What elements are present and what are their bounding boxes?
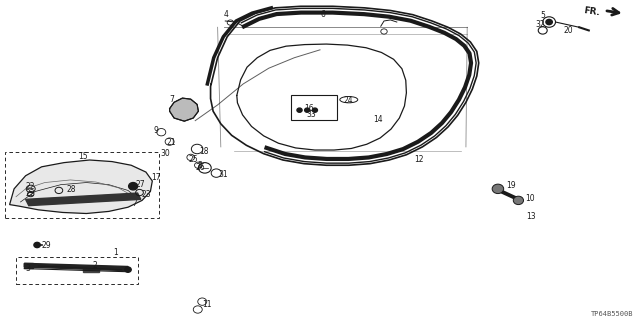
Text: 26: 26 <box>195 164 205 172</box>
Text: 24: 24 <box>344 96 354 105</box>
Text: 27: 27 <box>136 180 146 189</box>
Bar <box>136 191 142 195</box>
Text: 30: 30 <box>160 149 170 158</box>
Text: 4: 4 <box>223 10 228 19</box>
Polygon shape <box>24 263 128 271</box>
Text: 14: 14 <box>372 115 383 124</box>
Polygon shape <box>26 193 141 206</box>
Text: 5: 5 <box>540 11 545 20</box>
Text: 19: 19 <box>506 181 516 190</box>
Text: 6: 6 <box>320 10 325 19</box>
Text: 3: 3 <box>26 264 31 273</box>
Bar <box>5 152 159 218</box>
Circle shape <box>34 242 40 248</box>
Circle shape <box>546 20 552 25</box>
Text: 2: 2 <box>92 261 97 270</box>
Polygon shape <box>10 160 152 213</box>
Polygon shape <box>24 263 33 268</box>
Text: 22: 22 <box>26 182 35 191</box>
Polygon shape <box>170 98 198 121</box>
Text: 8: 8 <box>197 161 202 170</box>
Circle shape <box>513 196 524 204</box>
Text: 22: 22 <box>26 188 35 197</box>
Text: 13: 13 <box>526 212 536 220</box>
Text: 15: 15 <box>78 152 88 161</box>
Circle shape <box>125 267 131 272</box>
Bar <box>16 257 138 284</box>
Polygon shape <box>83 268 99 272</box>
Text: 33: 33 <box>306 110 316 119</box>
Circle shape <box>305 108 310 112</box>
Text: 1: 1 <box>113 248 118 257</box>
Text: 25: 25 <box>188 155 198 164</box>
Text: 17: 17 <box>151 173 161 182</box>
Circle shape <box>492 184 504 194</box>
Circle shape <box>312 108 317 112</box>
Text: 9: 9 <box>154 125 159 135</box>
Text: 7: 7 <box>169 95 174 104</box>
Text: 11: 11 <box>202 300 211 309</box>
Text: 29: 29 <box>41 241 51 250</box>
Text: 20: 20 <box>563 26 573 35</box>
Text: 31: 31 <box>218 170 228 179</box>
Text: 32: 32 <box>535 20 545 29</box>
Text: 23: 23 <box>141 189 151 199</box>
Text: 28: 28 <box>67 185 76 195</box>
Text: 10: 10 <box>525 194 535 203</box>
Circle shape <box>297 108 302 112</box>
Text: 16: 16 <box>304 104 314 113</box>
Text: 12: 12 <box>415 156 424 164</box>
Text: 21: 21 <box>167 138 176 147</box>
Circle shape <box>129 182 138 190</box>
Text: FR.: FR. <box>583 6 600 17</box>
Text: TP64B5500B: TP64B5500B <box>591 311 634 317</box>
Text: 18: 18 <box>199 147 208 156</box>
